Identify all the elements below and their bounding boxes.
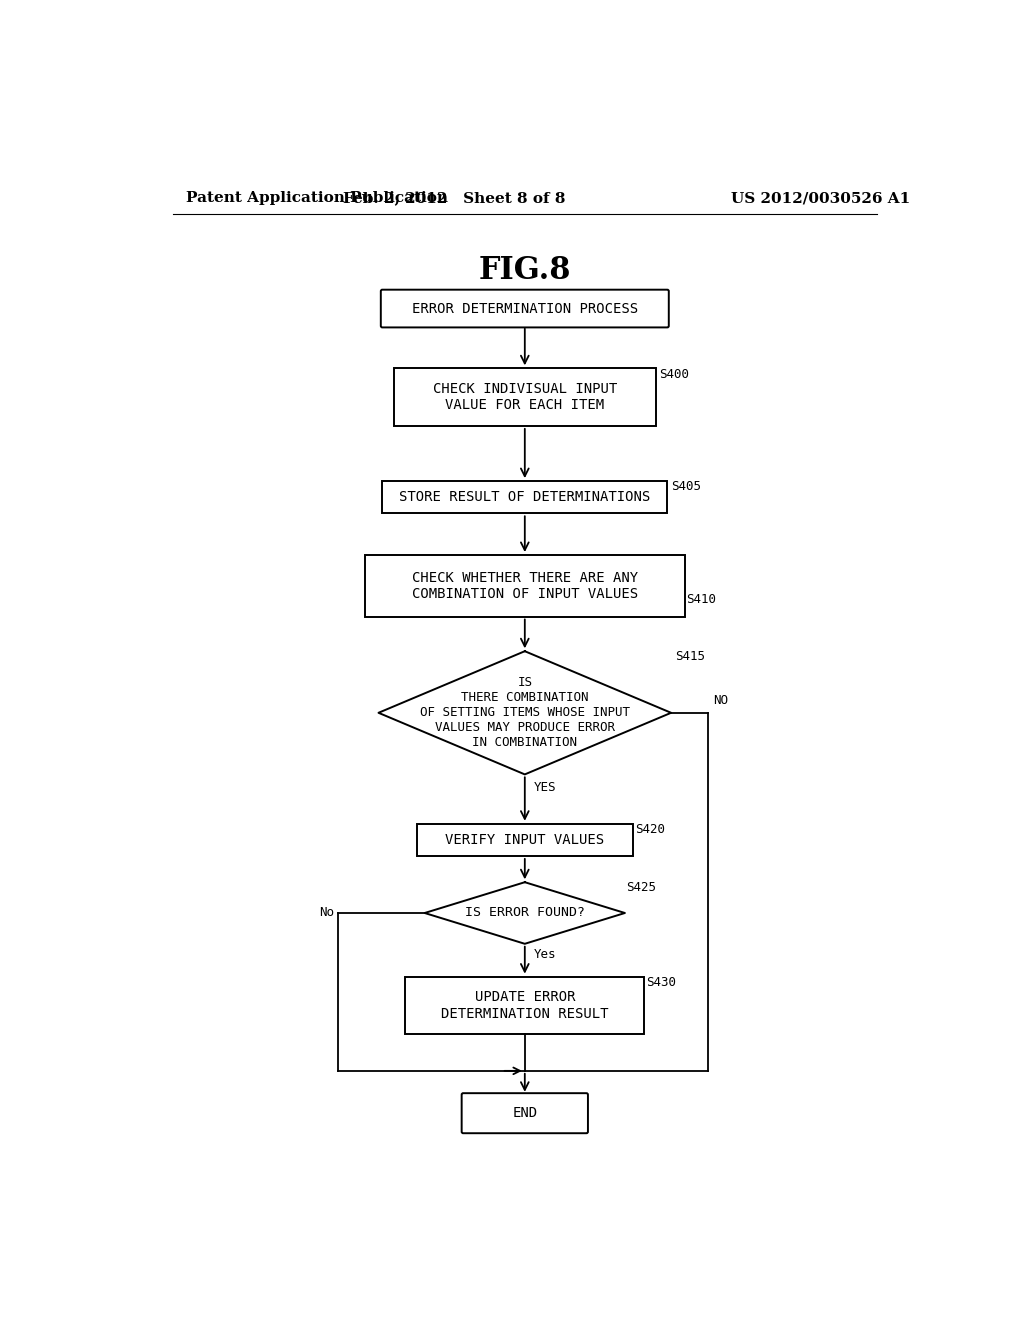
Text: IS ERROR FOUND?: IS ERROR FOUND? xyxy=(465,907,585,920)
Text: ERROR DETERMINATION PROCESS: ERROR DETERMINATION PROCESS xyxy=(412,301,638,315)
Text: S430: S430 xyxy=(646,977,677,989)
Text: S405: S405 xyxy=(671,480,701,494)
Text: S400: S400 xyxy=(659,368,689,381)
Text: Yes: Yes xyxy=(535,948,556,961)
FancyBboxPatch shape xyxy=(462,1093,588,1133)
Text: Feb. 2, 2012   Sheet 8 of 8: Feb. 2, 2012 Sheet 8 of 8 xyxy=(343,191,565,206)
Text: S415: S415 xyxy=(675,649,705,663)
Bar xyxy=(417,824,633,857)
Bar xyxy=(394,368,655,426)
Bar xyxy=(406,977,644,1035)
Text: NO: NO xyxy=(713,693,728,706)
Bar xyxy=(365,554,685,616)
Text: END: END xyxy=(512,1106,538,1121)
Text: CHECK WHETHER THERE ARE ANY
COMBINATION OF INPUT VALUES: CHECK WHETHER THERE ARE ANY COMBINATION … xyxy=(412,570,638,601)
Text: Patent Application Publication: Patent Application Publication xyxy=(186,191,449,206)
Text: S425: S425 xyxy=(627,880,656,894)
Polygon shape xyxy=(379,651,671,775)
Text: No: No xyxy=(318,907,334,920)
Polygon shape xyxy=(425,882,625,944)
FancyBboxPatch shape xyxy=(381,289,669,327)
Text: STORE RESULT OF DETERMINATIONS: STORE RESULT OF DETERMINATIONS xyxy=(399,490,650,504)
Text: VERIFY INPUT VALUES: VERIFY INPUT VALUES xyxy=(445,833,604,847)
Text: S410: S410 xyxy=(686,594,717,606)
Text: US 2012/0030526 A1: US 2012/0030526 A1 xyxy=(731,191,910,206)
Bar xyxy=(382,480,668,513)
Text: S420: S420 xyxy=(635,822,665,836)
Text: IS
THERE COMBINATION
OF SETTING ITEMS WHOSE INPUT
VALUES MAY PRODUCE ERROR
IN CO: IS THERE COMBINATION OF SETTING ITEMS WH… xyxy=(420,676,630,750)
Text: FIG.8: FIG.8 xyxy=(478,255,571,285)
Text: CHECK INDIVISUAL INPUT
VALUE FOR EACH ITEM: CHECK INDIVISUAL INPUT VALUE FOR EACH IT… xyxy=(433,381,616,412)
Text: UPDATE ERROR
DETERMINATION RESULT: UPDATE ERROR DETERMINATION RESULT xyxy=(441,990,608,1020)
Text: YES: YES xyxy=(535,780,556,793)
